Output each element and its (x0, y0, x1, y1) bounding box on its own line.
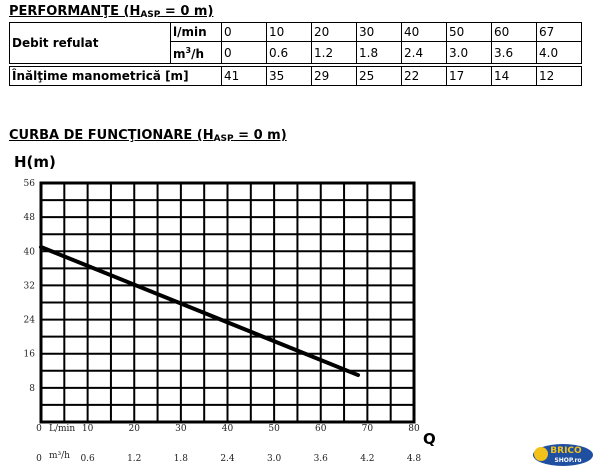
x-unit-m3h: m³/h (49, 451, 70, 461)
performance-table: Debit refulat l/min 0 10 20 30 40 50 60 … (9, 22, 582, 86)
x-axis-title: Q (423, 430, 436, 448)
table-cell: 30 (356, 22, 402, 42)
performance-heading: PERFORMANŢE (HASP = 0 m) (9, 4, 214, 20)
unit-m3h: m3/h (170, 41, 222, 64)
x-tick-label-m3h: 4.2 (360, 454, 374, 464)
y-tick-label: 16 (24, 350, 36, 360)
x-tick-label-m3h: 1.2 (127, 454, 141, 464)
x-tick-label-m3h: 0 (36, 454, 42, 464)
table-cell: 1.2 (311, 41, 357, 64)
table-cell: 4.0 (536, 41, 582, 64)
chart-grid (39, 181, 416, 424)
x-tick-label-m3h: 3.0 (267, 454, 282, 464)
x-tick-label-m3h: 3.6 (314, 454, 329, 464)
y-tick-label: 48 (24, 213, 36, 223)
x-tick-label-lmin: 0 (36, 424, 42, 434)
table-row: Înălţime manometrică [m] 41 35 29 25 22 … (9, 66, 582, 86)
plot-border (39, 181, 416, 424)
table-cell: 29 (311, 66, 357, 86)
logo-ellipse (533, 444, 593, 466)
y-tick-labels: 8 16 24 32 40 48 56 (24, 179, 36, 394)
bricoshop-logo: BRICO SHOP.ro (532, 440, 594, 468)
x-tick-label-m3h: 4.8 (407, 454, 422, 464)
bricoshop-logo-mark: BRICO SHOP.ro (533, 444, 593, 466)
y-tick-label: 8 (29, 384, 35, 394)
table-cell: 3.0 (446, 41, 492, 64)
table-cell: 14 (491, 66, 537, 86)
x-unit-lmin: L/min (49, 424, 75, 434)
logo-text-bottom: SHOP.ro (554, 457, 581, 464)
y-axis-title: H(m) (14, 153, 56, 171)
table-cell: 25 (356, 66, 402, 86)
performance-curve-line (39, 245, 361, 378)
x-tick-label-lmin: 80 (408, 424, 420, 434)
table-row: Debit refulat l/min 0 10 20 30 40 50 60 … (9, 22, 582, 64)
row-label-head: Înălţime manometrică [m] (9, 66, 222, 86)
table-cell: 22 (401, 66, 447, 86)
curve-heading: CURBA DE FUNCŢIONARE (HASP = 0 m) (9, 128, 287, 144)
table-cell: 12 (536, 66, 582, 86)
y-tick-label: 56 (24, 179, 36, 189)
y-tick-label: 32 (24, 281, 35, 291)
x-tick-label-lmin: 40 (222, 424, 234, 434)
x-tick-labels-lmin: 0 10 20 30 40 50 60 70 80 L/min (36, 424, 420, 434)
table-cell: 2.4 (401, 41, 447, 64)
x-tick-label-lmin: 30 (175, 424, 187, 434)
x-tick-label-m3h: 1.8 (174, 454, 189, 464)
table-cell: 35 (266, 66, 312, 86)
chart-series (39, 245, 361, 378)
x-tick-label-m3h: 0.6 (80, 454, 95, 464)
x-tick-label-lmin: 50 (268, 424, 280, 434)
x-tick-label-m3h: 2.4 (220, 454, 235, 464)
table-row: m3/h 0 0.6 1.2 1.8 2.4 3.0 3.6 4.0 (10, 41, 582, 64)
logo-text-top: BRICO (550, 446, 582, 456)
y-tick-label: 40 (24, 247, 36, 257)
x-tick-label-lmin: 70 (362, 424, 374, 434)
x-tick-label-lmin: 60 (315, 424, 327, 434)
logo-circle (534, 447, 548, 461)
y-tick-label: 24 (24, 316, 36, 326)
x-tick-label-lmin: 20 (129, 424, 141, 434)
x-tick-labels-m3h: 0 0.6 1.2 1.8 2.4 3.0 3.6 4.2 4.8 m³/h (36, 451, 421, 464)
x-tick-label-lmin: 10 (82, 424, 94, 434)
table-cell: 60 (491, 22, 537, 42)
